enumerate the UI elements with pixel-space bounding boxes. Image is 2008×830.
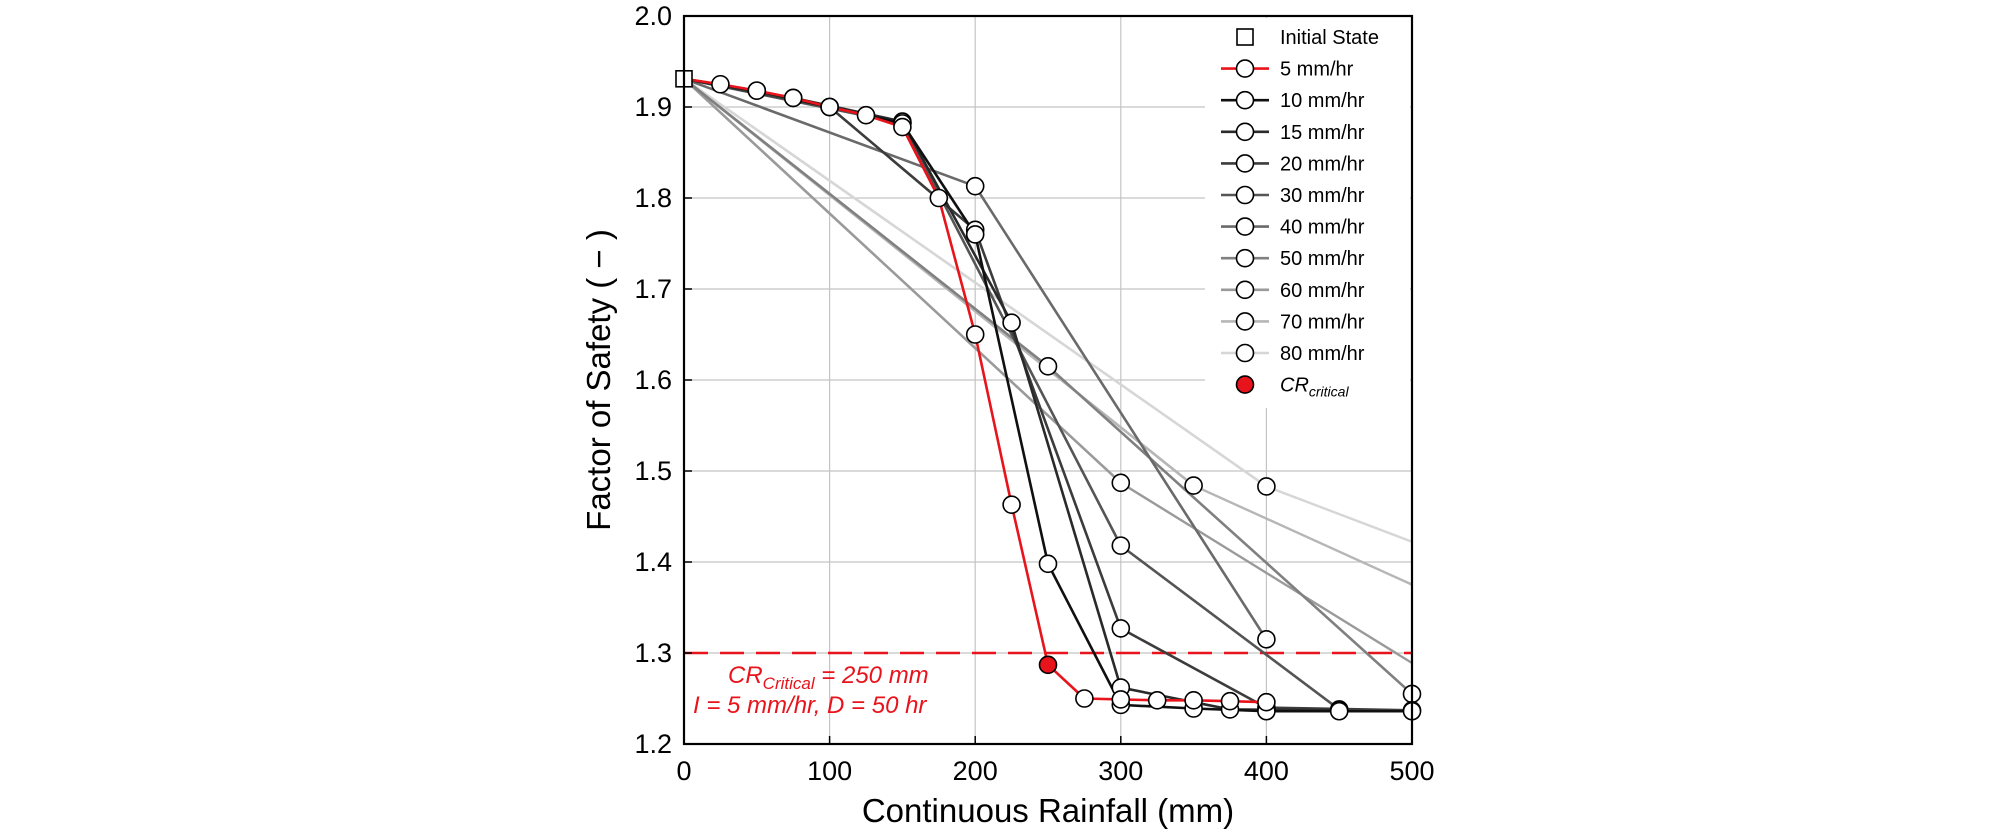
legend-marker	[1235, 90, 1255, 110]
data-point-marker	[1002, 313, 1021, 332]
x-tick-label: 400	[1244, 756, 1289, 786]
legend-label: 30 mm/hr	[1280, 185, 1365, 207]
legend-label: 10 mm/hr	[1280, 90, 1365, 112]
data-point-marker	[820, 97, 839, 117]
series-markers	[675, 69, 1422, 721]
series-line-80-mm-hr	[684, 77, 1268, 488]
x-tick-label: 500	[1389, 756, 1434, 786]
data-point-marker	[711, 74, 730, 94]
legend-critical-label: CRcritical	[1280, 375, 1349, 400]
data-point-marker	[1111, 690, 1131, 709]
y-tick-label: 2.0	[634, 1, 672, 31]
y-tick-label: 1.2	[634, 729, 672, 759]
legend-label: 20 mm/hr	[1280, 153, 1365, 175]
data-point-marker	[1257, 692, 1276, 712]
data-point-marker	[893, 117, 912, 137]
data-point-marker	[1038, 357, 1058, 376]
series-line-extension	[1265, 485, 1412, 544]
legend-marker	[1235, 248, 1255, 268]
series-line-extension	[1193, 484, 1412, 586]
legend-marker	[1235, 217, 1255, 236]
legend-critical-base: CR	[1280, 375, 1309, 397]
data-point-marker	[1038, 554, 1058, 574]
legend-marker	[1235, 59, 1255, 78]
data-point-marker	[1002, 495, 1021, 514]
y-axis-label: Factor of Safety ( − )	[580, 229, 617, 531]
y-tick-label: 1.7	[634, 274, 672, 304]
data-point-marker	[1147, 691, 1167, 710]
data-point-marker	[1111, 473, 1131, 493]
critical-annotation-line1: CRCritical = 250 mm	[728, 662, 929, 693]
y-tick-label: 1.6	[634, 365, 672, 395]
data-point-marker	[1257, 477, 1276, 496]
axis-ticks: 0 100 200 300 400 500 1.2 1.3 1.4 1.5 1.6 1.7 1.8 1.9…	[634, 1, 1434, 786]
legend-critical-sub: critical	[1309, 384, 1350, 400]
y-tick-label: 1.9	[634, 92, 672, 122]
legend-label: 50 mm/hr	[1280, 248, 1365, 270]
annotation-cr-sub: Critical	[763, 674, 816, 693]
x-tick-label: 0	[676, 756, 691, 786]
x-tick-label: 100	[807, 756, 852, 786]
data-point-marker	[1111, 619, 1131, 638]
data-point-marker	[929, 188, 949, 208]
critical-annotation-line2: I = 5 mm/hr, D = 50 hr	[693, 692, 927, 719]
legend-marker	[1235, 343, 1255, 363]
data-point-marker	[1329, 701, 1349, 721]
y-tick-label: 1.4	[634, 547, 672, 577]
data-point-marker	[783, 88, 803, 108]
legend-initial-state-marker	[1236, 28, 1254, 46]
legend-label: 40 mm/hr	[1280, 217, 1365, 239]
data-point-marker	[1184, 476, 1203, 495]
data-point-marker	[1111, 536, 1131, 555]
legend-marker	[1235, 185, 1255, 205]
y-tick-label: 1.3	[634, 638, 672, 668]
x-tick-label: 300	[1098, 756, 1143, 786]
annotation-cr-value: = 250 mm	[815, 662, 929, 689]
data-point-marker	[1257, 630, 1276, 649]
series-line-60-mm-hr	[684, 77, 1122, 484]
legend-label: 70 mm/hr	[1280, 311, 1365, 333]
legend-label: 5 mm/hr	[1280, 59, 1354, 81]
x-tick-label: 200	[953, 756, 998, 786]
legend-label: 60 mm/hr	[1280, 280, 1365, 302]
legend-initial-state-label: Initial State	[1280, 27, 1379, 49]
data-point-marker	[856, 105, 876, 125]
legend-marker	[1235, 312, 1255, 331]
data-point-marker	[965, 176, 985, 196]
y-tick-label: 1.8	[634, 183, 672, 213]
legend-marker	[1235, 154, 1255, 173]
legend-background	[1205, 18, 1410, 408]
data-point-marker	[1220, 691, 1240, 711]
x-axis-label: Continuous Rainfall (mm)	[862, 792, 1234, 829]
data-point-marker	[965, 225, 985, 244]
legend-marker	[1235, 122, 1255, 142]
data-point-marker	[1184, 691, 1203, 710]
legend-critical-marker	[1235, 375, 1255, 394]
legend-label: 80 mm/hr	[1280, 343, 1365, 365]
legend-marker	[1235, 280, 1255, 300]
annotation-cr-base: CR	[728, 662, 763, 689]
data-point-marker	[1075, 689, 1094, 708]
legend: Initial State 5 mm/hr 10 mm/hr 15 mm/hr 20 m…	[1205, 18, 1410, 408]
data-point-marker	[965, 325, 985, 344]
legend-label: 15 mm/hr	[1280, 122, 1365, 144]
critical-point-marker	[1038, 655, 1058, 675]
y-tick-label: 1.5	[634, 456, 672, 486]
data-point-marker	[747, 81, 767, 100]
